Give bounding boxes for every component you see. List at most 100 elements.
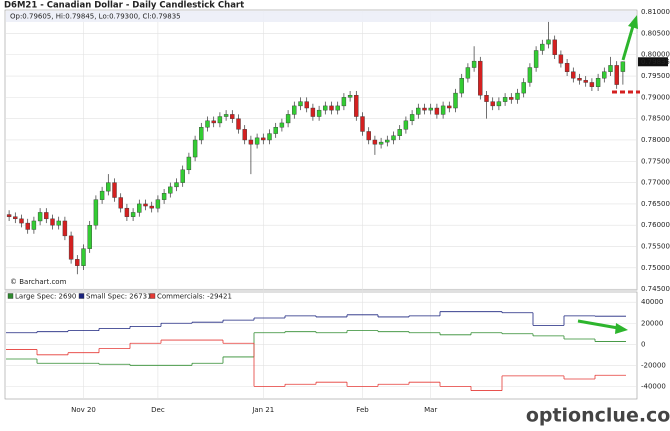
legend-swatch bbox=[149, 293, 156, 299]
cot-panel bbox=[4, 291, 638, 400]
candle-body bbox=[397, 129, 402, 136]
candle-body bbox=[409, 114, 415, 122]
candle-body bbox=[521, 82, 526, 94]
candle-body bbox=[75, 259, 80, 266]
candle-body bbox=[50, 218, 55, 226]
candle-body bbox=[279, 122, 285, 128]
candle-body bbox=[230, 114, 235, 119]
candle-body bbox=[44, 212, 49, 220]
candle-body bbox=[602, 71, 607, 79]
candle-body bbox=[509, 97, 514, 100]
candle-body bbox=[254, 137, 260, 145]
watermark: © Barchart.com bbox=[10, 278, 67, 286]
ohlc-info: Op:0.79605, Hi:0.79845, Lo:0.79300, Cl:0… bbox=[10, 13, 181, 21]
x-tick-label: Nov 20 bbox=[71, 406, 96, 414]
candle-body bbox=[106, 182, 111, 192]
candle-body bbox=[161, 193, 167, 200]
last-price-label: 0.79835 bbox=[641, 58, 670, 66]
candle-body bbox=[360, 116, 365, 132]
candle-body bbox=[211, 120, 216, 124]
candle-body bbox=[583, 80, 588, 83]
candle-body bbox=[335, 105, 340, 111]
y-tick-label: 0.78500 bbox=[641, 115, 670, 123]
candle-body bbox=[428, 107, 433, 111]
candle-body bbox=[267, 133, 272, 141]
candle-body bbox=[620, 61, 626, 72]
legend-swatch bbox=[7, 293, 14, 299]
candle-body bbox=[298, 101, 303, 107]
candle-body bbox=[174, 182, 179, 188]
candle-body bbox=[496, 101, 502, 107]
candle-body bbox=[6, 214, 12, 217]
candle-body bbox=[137, 203, 142, 213]
candle-body bbox=[62, 220, 68, 237]
y-tick-label: 0 bbox=[641, 340, 645, 348]
legend-label: Commercials: -29421 bbox=[157, 293, 232, 301]
candle-body bbox=[440, 105, 446, 115]
candle-body bbox=[391, 135, 396, 141]
candle-body bbox=[31, 220, 37, 230]
candle-body bbox=[99, 190, 105, 200]
candle-body bbox=[595, 77, 601, 87]
candle-body bbox=[112, 182, 117, 198]
candle-body bbox=[285, 114, 291, 124]
y-tick-label: 0.79000 bbox=[641, 93, 670, 101]
candle-body bbox=[577, 77, 582, 81]
candle-body bbox=[546, 39, 551, 45]
candle-body bbox=[515, 92, 520, 100]
candle-body bbox=[453, 92, 458, 109]
candle-body bbox=[168, 186, 173, 194]
candle-body bbox=[552, 39, 557, 55]
candle-body bbox=[465, 67, 471, 79]
candle-body bbox=[37, 212, 43, 222]
candle-body bbox=[236, 118, 241, 130]
x-tick-label: Mar bbox=[424, 406, 437, 414]
candle-body bbox=[372, 139, 378, 145]
candle-body bbox=[341, 97, 347, 107]
candle-body bbox=[378, 141, 384, 145]
candle-body bbox=[261, 137, 266, 141]
candle-body bbox=[180, 169, 185, 183]
logo-box bbox=[548, 401, 670, 431]
annotation-arrow-up bbox=[621, 15, 638, 61]
candle-body bbox=[292, 105, 297, 115]
y-tick-label: 0.81000 bbox=[641, 8, 670, 16]
candle-body bbox=[56, 220, 61, 226]
x-tick-label: Feb bbox=[356, 406, 369, 414]
y-tick-label: 20000 bbox=[641, 319, 663, 327]
chart-title: D6M21 - Canadian Dollar - Daily Candlest… bbox=[4, 1, 244, 11]
candle-body bbox=[608, 65, 613, 72]
candle-body bbox=[471, 60, 477, 68]
y-tick-label: 0.76500 bbox=[641, 200, 670, 208]
candle-body bbox=[81, 248, 86, 266]
y-tick-label: 0.79500 bbox=[641, 72, 670, 80]
y-tick-label: 0.78000 bbox=[641, 136, 670, 144]
candle-body bbox=[143, 203, 148, 207]
candle-body bbox=[558, 54, 564, 64]
price-panel bbox=[4, 9, 638, 291]
candle-body bbox=[130, 212, 136, 217]
candle-body bbox=[186, 156, 192, 171]
y-tick-label: 0.76000 bbox=[641, 221, 670, 229]
y-tick-label: 40000 bbox=[641, 298, 663, 306]
candle-body bbox=[19, 218, 24, 224]
candle-body bbox=[329, 105, 334, 111]
candle-body bbox=[540, 43, 545, 51]
candle-body bbox=[323, 105, 328, 111]
marks: 0.79835 Large Spec: 2690 Small Spec: 26731… bbox=[6, 20, 670, 391]
y-tick-label: 0.74500 bbox=[641, 285, 670, 293]
legend-label: Large Spec: 2690 bbox=[15, 293, 76, 301]
candle-body bbox=[149, 205, 154, 209]
candle-body bbox=[447, 105, 452, 109]
candle-body bbox=[502, 97, 508, 102]
candle-body bbox=[416, 107, 421, 115]
candle-body bbox=[13, 216, 18, 220]
candle-body bbox=[459, 77, 464, 94]
candle-body bbox=[571, 71, 576, 79]
y-tick-label: 0.80500 bbox=[641, 29, 670, 37]
candle-body bbox=[434, 107, 440, 115]
candle-body bbox=[242, 129, 247, 141]
candle-body bbox=[614, 65, 619, 85]
candle-body bbox=[68, 235, 74, 260]
candle-body bbox=[93, 199, 99, 226]
